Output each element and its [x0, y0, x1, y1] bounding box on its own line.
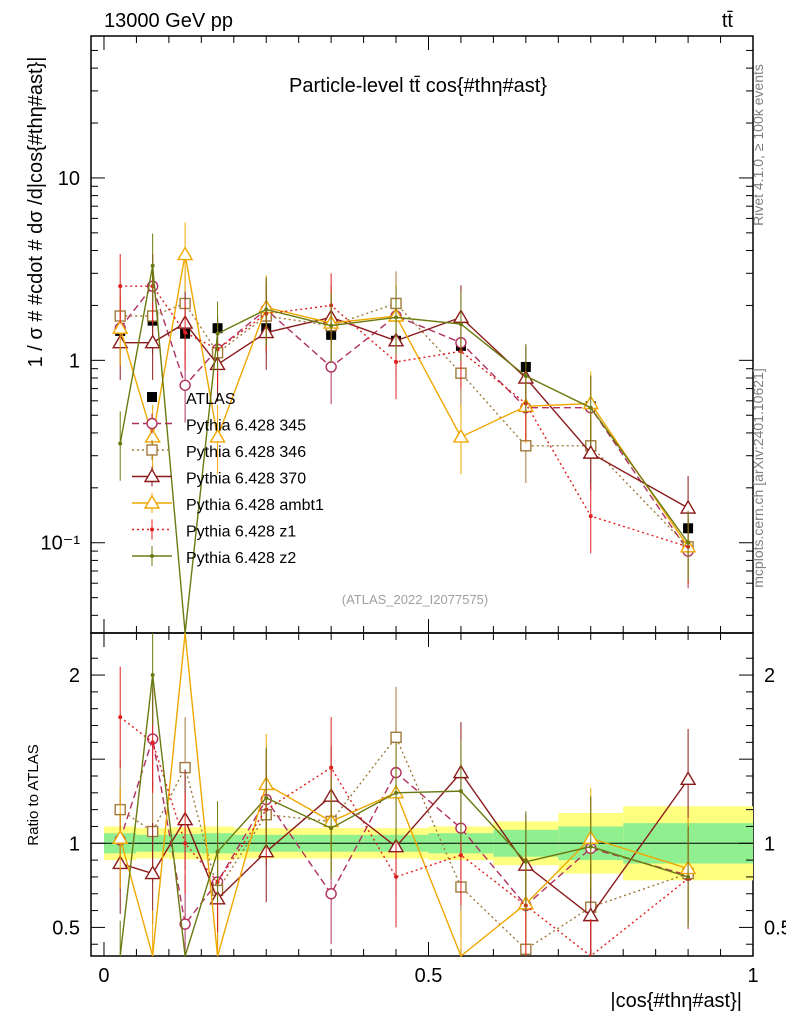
- data-point: [329, 323, 334, 328]
- ratio-series-group: [111, 632, 697, 958]
- data-point: [111, 319, 129, 334]
- data-point: [394, 315, 399, 320]
- rivet-label: Rivet 4.1.0, ≥ 100k events: [750, 64, 766, 226]
- y-tick-label: 1: [69, 350, 80, 372]
- data-point: [394, 359, 399, 364]
- ratio-data-point: [150, 740, 155, 745]
- ratio-data-point: [679, 770, 697, 786]
- main-plot-frame: [90, 35, 754, 634]
- ratio-y-tick-label: 2: [69, 665, 80, 687]
- ratio-data-point: [150, 673, 155, 678]
- data-point: [325, 361, 337, 373]
- legend-entry-pythia-6-428-346: Pythia 6.428 346: [132, 440, 306, 461]
- main-series-group: [111, 222, 697, 634]
- ratio-data-point: [458, 789, 463, 794]
- legend-label: Pythia 6.428 370: [186, 471, 306, 488]
- ratio-data-point: [111, 829, 129, 844]
- series-line: [120, 302, 689, 548]
- x-tick-label: 0.5: [415, 965, 443, 987]
- x-axis-label: |cos{#thη#ast}|: [610, 990, 742, 1012]
- ratio-plot-frame: [90, 632, 754, 957]
- data-point: [582, 444, 599, 459]
- legend-entry-pythia-6-428-ambt1: Pythia 6.428 ambt1: [132, 493, 324, 514]
- ratio-series-line: [119, 632, 689, 958]
- legend-marker: [146, 417, 158, 430]
- data-point: [118, 284, 123, 289]
- legend-label: Pythia 6.428 345: [186, 418, 306, 435]
- data-point: [144, 334, 161, 349]
- x-tick-label: 0: [98, 965, 109, 987]
- ratio-data-point: [686, 874, 691, 879]
- ratio-data-point: [264, 795, 269, 800]
- data-point: [150, 263, 155, 268]
- mcplots-label: mcplots.cern.ch [arXiv:2401.10621]: [750, 368, 766, 587]
- ratio-data-point: [329, 765, 334, 770]
- legend-marker: [146, 444, 158, 456]
- legend-marker: [147, 392, 157, 402]
- ratio-data-point: [523, 859, 528, 864]
- series-pythia-6-428-z2: [118, 233, 691, 634]
- legend-marker: [143, 468, 161, 483]
- legend-entry-pythia-6-428-z2: Pythia 6.428 z2: [132, 546, 296, 567]
- legend-marker: [143, 494, 161, 509]
- legend-entry-pythia-6-428-345: Pythia 6.428 345: [132, 413, 306, 435]
- legend-label: ATLAS: [186, 391, 236, 408]
- data-point: [523, 374, 528, 379]
- data-point: [458, 322, 463, 327]
- data-point: [176, 246, 194, 261]
- data-point: [144, 428, 161, 443]
- data-point: [452, 428, 470, 443]
- ratio-data-point: [458, 853, 463, 858]
- ratio-y-tick-label-right: 0.5: [764, 917, 786, 939]
- data-point: [588, 514, 593, 519]
- ratio-data-point: [394, 790, 399, 795]
- legend-entry-pythia-6-428-370: Pythia 6.428 370: [132, 466, 306, 488]
- ratio-y-tick-label-right: 1: [764, 833, 775, 855]
- data-point: [179, 379, 191, 391]
- data-point: [209, 428, 226, 443]
- data-point: [215, 331, 220, 336]
- legend-label: Pythia 6.428 346: [186, 444, 306, 461]
- y-tick-label: 10⁻¹: [41, 533, 81, 555]
- ratio-data-point: [394, 874, 399, 879]
- chart-title: Particle-level tt̄ cos{#thη#ast}: [289, 75, 547, 97]
- data-point: [118, 441, 123, 446]
- ratio-data-point: [179, 918, 191, 930]
- x-tick-label: 1: [747, 965, 758, 987]
- legend-label: Pythia 6.428 z1: [186, 524, 296, 541]
- ratio-data-point: [144, 865, 161, 880]
- data-point: [588, 405, 593, 410]
- ratio-series-line: [119, 735, 689, 951]
- ratio-data-point: [215, 849, 220, 854]
- axis-ticks: 0 0.5 1 10⁻¹ 1 10 0.5 0.5 1 1 2 2: [41, 35, 786, 987]
- ratio-series-pythia-6-428-z2: [119, 633, 691, 957]
- data-point: [183, 330, 188, 335]
- data-point: [686, 540, 691, 545]
- ratio-y-tick-label: 0.5: [52, 917, 80, 939]
- ratio-data-point: [329, 826, 334, 831]
- data-point: [264, 307, 269, 312]
- ratio-data-point: [588, 844, 593, 849]
- ratio-y-tick-label-right: 2: [764, 665, 775, 687]
- watermark: (ATLAS_2022_I2077575): [342, 592, 488, 607]
- ratio-data-point: [118, 715, 123, 720]
- legend-label: Pythia 6.428 z2: [186, 550, 296, 567]
- ratio-series-line: [119, 716, 689, 957]
- legend-label: Pythia 6.428 ambt1: [186, 497, 324, 514]
- ratio-y-axis-label: Ratio to ATLAS: [25, 744, 42, 845]
- ratio-data-point: [390, 731, 402, 744]
- header-right: tt̄: [722, 10, 734, 32]
- legend-entry-pythia-6-428-z1: Pythia 6.428 z1: [132, 519, 296, 541]
- ratio-y-tick-label: 1: [69, 833, 80, 855]
- legend-entry-atlas: ATLAS: [147, 391, 236, 408]
- legend-marker: [150, 527, 154, 532]
- ratio-data-point: [325, 888, 337, 900]
- header-left: 13000 GeV pp: [104, 10, 233, 32]
- legend-marker: [150, 554, 154, 558]
- y-axis-label: 1 / σ # #cdot # dσ /d|cos{#thη#ast}|: [25, 57, 47, 368]
- legend: ATLAS Pythia 6.428 345 Pythia 6.428 346 Pyt…: [132, 391, 324, 567]
- y-tick-label: 10: [58, 168, 80, 190]
- ratio-data-point: [183, 841, 188, 846]
